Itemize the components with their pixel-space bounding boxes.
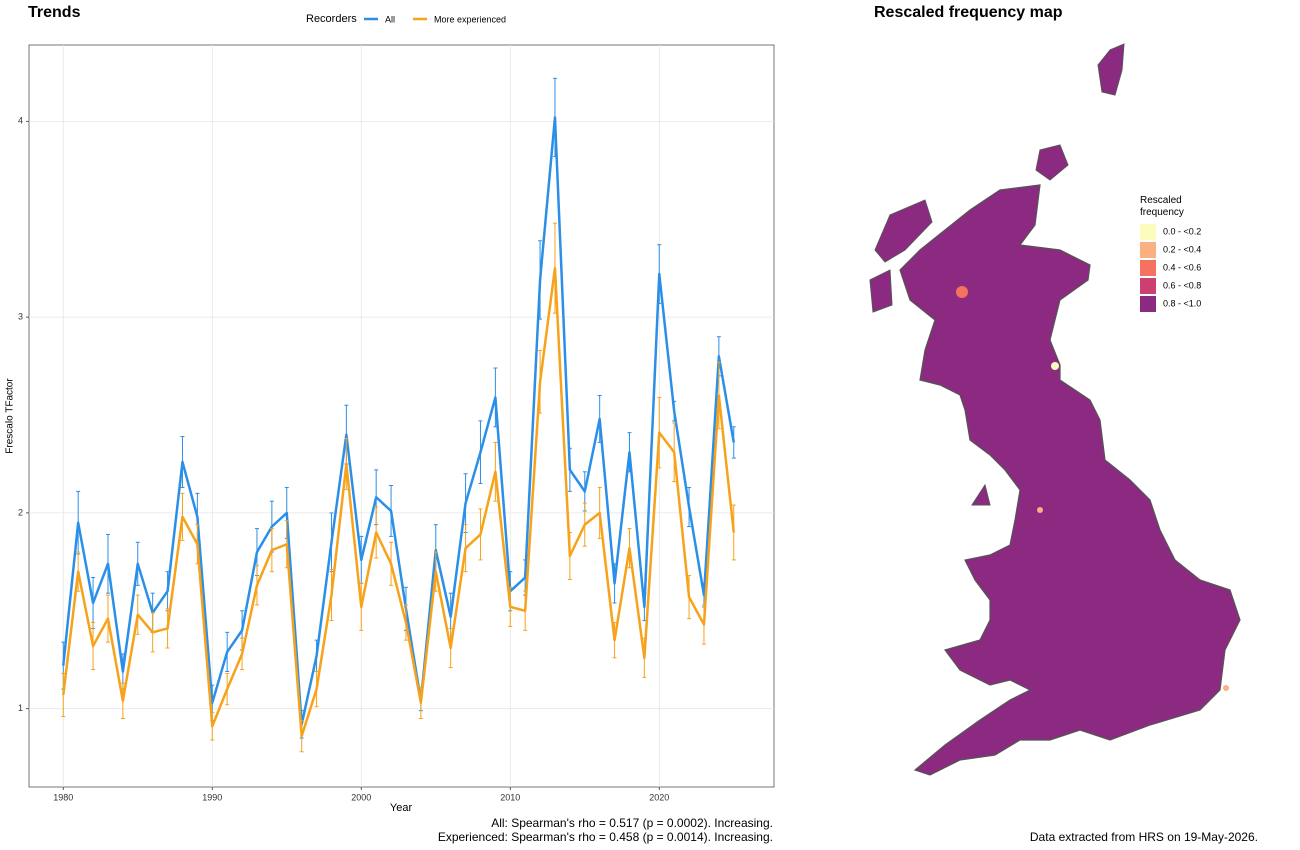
hotspot — [1223, 685, 1229, 691]
x-tick-label: 1990 — [202, 792, 222, 802]
legend-label: 0.0 - <0.2 — [1163, 226, 1201, 236]
caption: All: Spearman's rho = 0.517 (p = 0.0002)… — [491, 816, 773, 830]
legend-swatch — [1140, 224, 1156, 240]
map — [869, 43, 1241, 776]
legend-title: Recorders — [306, 13, 357, 25]
x-tick-label: 2000 — [351, 792, 371, 802]
island — [971, 483, 991, 506]
y-tick-label: 2 — [18, 507, 23, 517]
hotspot — [1051, 362, 1059, 370]
footer: Data extracted from HRS on 19-May-2026. — [1030, 830, 1258, 844]
legend-swatch — [1140, 242, 1156, 258]
chart-title: Trends — [28, 4, 81, 21]
series — [61, 222, 736, 753]
x-axis-label: Year — [390, 802, 413, 814]
map-legend-title: Rescaled frequency — [1140, 195, 1184, 218]
island — [869, 269, 893, 313]
map-title: Rescaled frequency map — [874, 4, 1063, 21]
error-bar — [731, 426, 736, 459]
legend-label: 0.6 - <0.8 — [1163, 280, 1201, 290]
series — [61, 77, 736, 739]
series-line — [62, 266, 736, 738]
series-line — [62, 116, 736, 726]
caption: Experienced: Spearman's rho = 0.458 (p =… — [438, 830, 773, 844]
legend-label: More experienced — [434, 14, 506, 24]
legend-swatch — [1140, 260, 1156, 276]
y-tick-label: 1 — [18, 703, 23, 713]
hotspot — [1037, 507, 1043, 513]
legend-label: All — [385, 14, 395, 24]
error-bar — [61, 672, 66, 718]
y-axis-label: Frescalo TFactor — [5, 378, 16, 454]
x-tick-label: 2020 — [649, 792, 669, 802]
island — [1097, 43, 1125, 96]
island — [874, 199, 933, 263]
x-tick-label: 1980 — [53, 792, 73, 802]
grid — [29, 45, 774, 787]
y-tick-label: 4 — [18, 116, 23, 126]
island — [1035, 144, 1069, 181]
legend-label: 0.4 - <0.6 — [1163, 262, 1201, 272]
plot-frame — [28, 44, 775, 788]
hotspot — [956, 286, 968, 298]
legend-swatch — [1140, 278, 1156, 294]
legend-label: 0.2 - <0.4 — [1163, 244, 1201, 254]
legend-swatch — [1140, 296, 1156, 312]
land — [899, 184, 1241, 776]
x-tick-label: 2010 — [500, 792, 520, 802]
y-tick-label: 3 — [18, 312, 23, 322]
legend-label: 0.8 - <1.0 — [1163, 298, 1201, 308]
